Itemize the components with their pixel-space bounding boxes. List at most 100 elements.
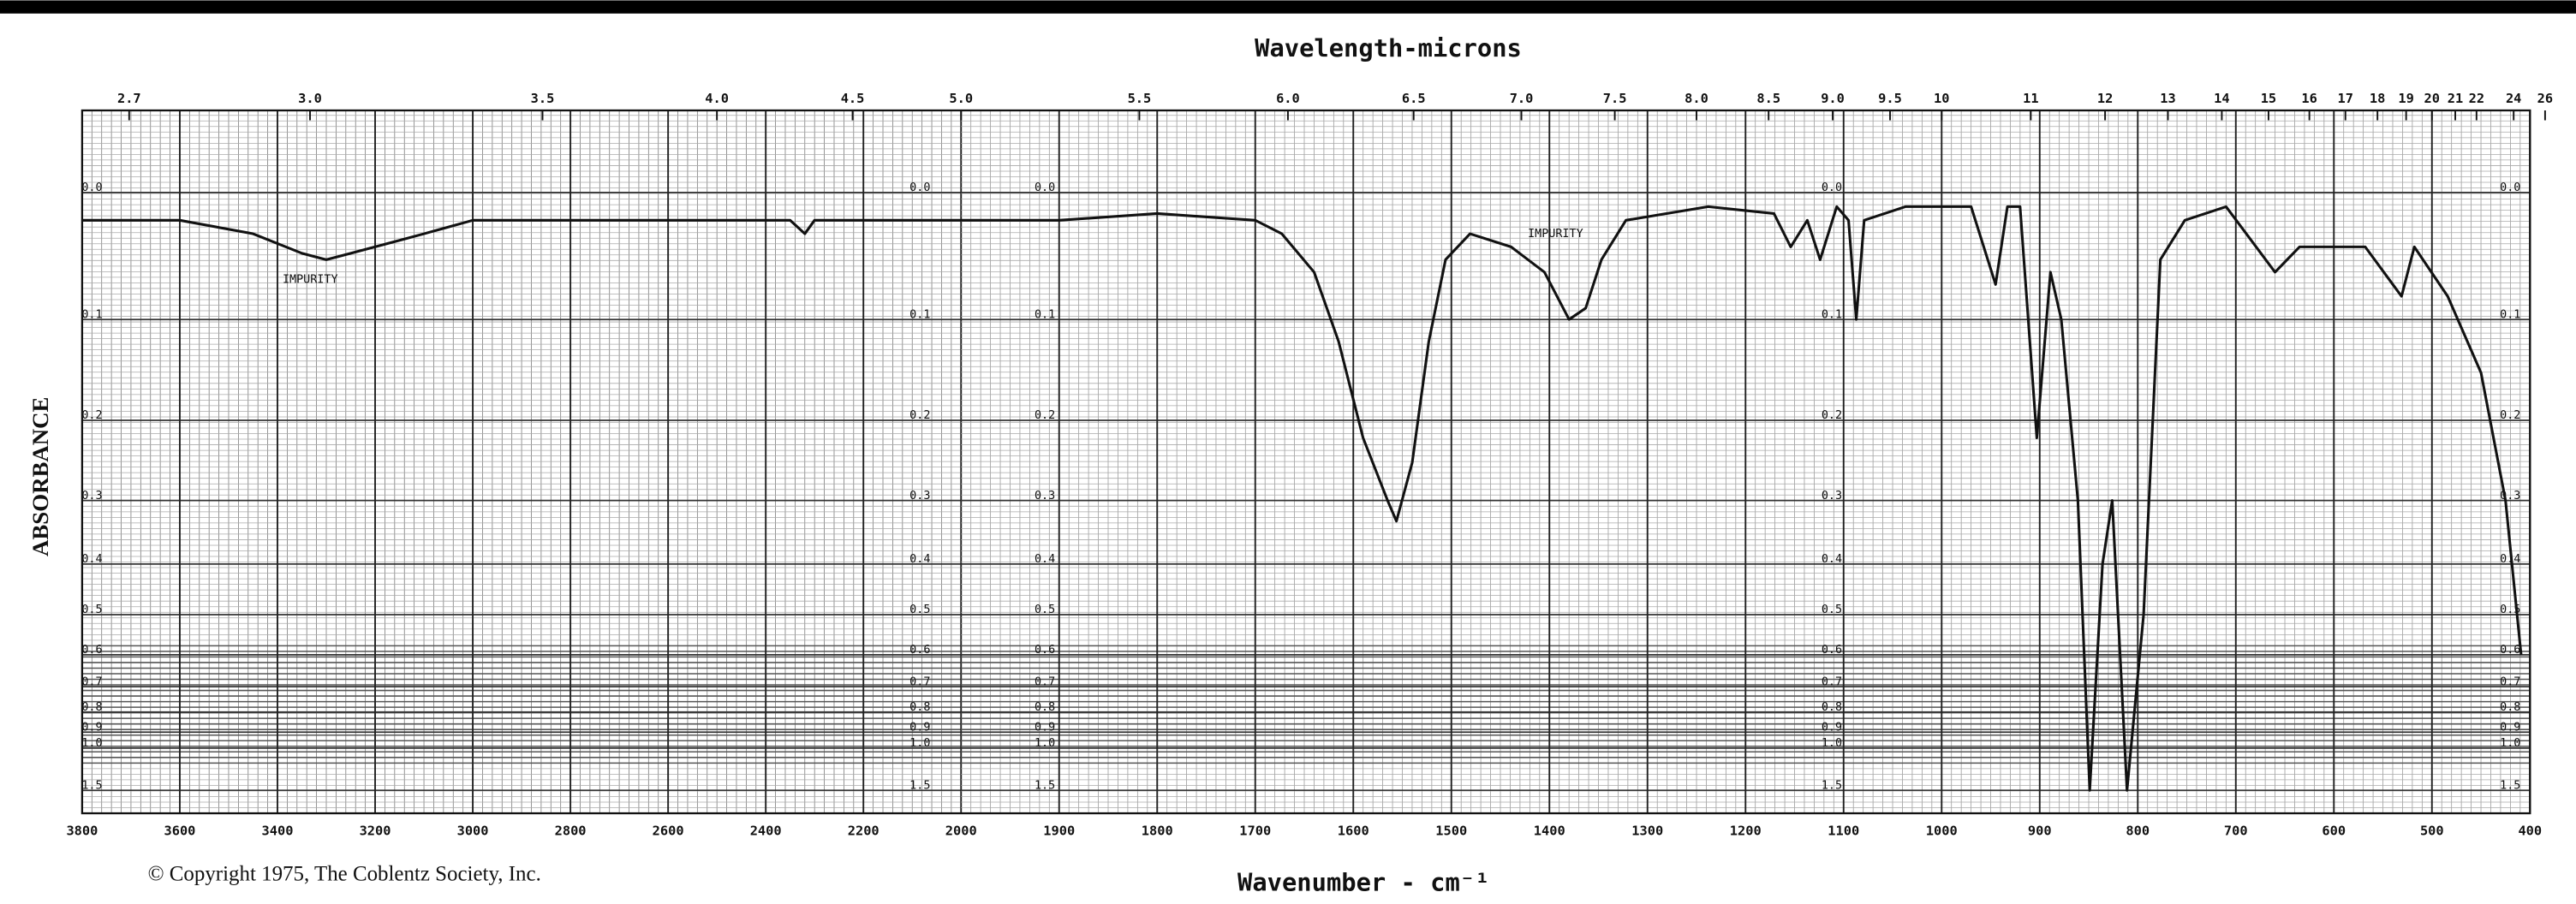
y-tick-label: 0.9 xyxy=(1822,721,1842,734)
x2-tick-label: 4.0 xyxy=(705,91,729,106)
x2-tick-label: 19 xyxy=(2398,91,2413,106)
x2-tick-label: 8.0 xyxy=(1685,91,1708,106)
y-tick-label: 0.7 xyxy=(81,675,102,688)
x2-tick-label: 13 xyxy=(2160,91,2175,106)
y-tick-label: 0.8 xyxy=(81,701,102,714)
y-tick-label: 0.3 xyxy=(1035,490,1055,503)
y-tick-label: 0.4 xyxy=(1822,553,1842,566)
y-tick-label: 0.6 xyxy=(1822,644,1842,657)
y-tick-label: 0.0 xyxy=(1035,181,1055,194)
y-tick-label: 0.6 xyxy=(909,644,930,657)
y-tick-label: 0.9 xyxy=(1035,721,1055,734)
x-tick-label: 400 xyxy=(2518,824,2542,839)
x2-tick-label: 15 xyxy=(2261,91,2276,106)
copyright: © Copyright 1975, The Coblentz Society, … xyxy=(148,863,541,886)
x-tick-label: 2200 xyxy=(848,824,880,839)
x2-tick-label: 9.5 xyxy=(1878,91,1902,106)
x2-tick-label: 4.5 xyxy=(841,91,865,106)
x-tick-label: 3800 xyxy=(66,824,98,839)
y-tick-label: 0.4 xyxy=(909,553,930,566)
x2-tick-label: 7.0 xyxy=(1510,91,1534,106)
y-tick-label: 0.8 xyxy=(909,701,930,714)
x-tick-label: 800 xyxy=(2126,824,2150,839)
y-tick-label: 0.3 xyxy=(81,490,102,503)
y-tick-label: 0.5 xyxy=(909,604,930,616)
x2-tick-label: 5.5 xyxy=(1128,91,1152,106)
annotation: IMPURITY xyxy=(1528,228,1583,241)
x2-tick-label: 24 xyxy=(2506,91,2521,106)
x2-tick-label: 7.5 xyxy=(1603,91,1627,106)
y-tick-label: 0.0 xyxy=(2500,181,2520,194)
x2-tick-label: 20 xyxy=(2424,91,2440,106)
x2-tick-label: 26 xyxy=(2537,91,2553,106)
x2-tick-label: 2.7 xyxy=(117,91,141,106)
x2-tick-label: 6.5 xyxy=(1402,91,1426,106)
x2-tick-label: 16 xyxy=(2301,91,2317,106)
x-tick-label: 1700 xyxy=(1239,824,1271,839)
y-tick-label: 0.2 xyxy=(909,409,930,422)
y-tick-label: 0.9 xyxy=(909,721,930,734)
x-tick-label: 1300 xyxy=(1631,824,1663,839)
y-tick-label: 0.1 xyxy=(81,308,102,321)
x-tick-label: 2400 xyxy=(750,824,782,839)
y-tick-label: 1.5 xyxy=(1822,779,1842,792)
y-tick-label: 0.4 xyxy=(81,553,102,566)
x-tick-label: 1000 xyxy=(1926,824,1958,839)
y-tick-label: 0.0 xyxy=(909,181,930,194)
x-tick-label: 1900 xyxy=(1043,824,1075,839)
y-tick-label: 0.1 xyxy=(1822,308,1842,321)
x2-tick-label: 3.0 xyxy=(298,91,322,106)
y-tick-label: 0.2 xyxy=(1035,409,1055,422)
y-tick-label: 0.6 xyxy=(2500,644,2520,657)
x-tick-label: 2000 xyxy=(945,824,977,839)
x-tick-label: 1800 xyxy=(1142,824,1173,839)
x-tick-label: 600 xyxy=(2322,824,2346,839)
x2-tick-label: 17 xyxy=(2338,91,2353,106)
x-tick-label: 900 xyxy=(2028,824,2052,839)
x2-tick-label: 8.5 xyxy=(1756,91,1780,106)
top-edge xyxy=(0,0,2576,14)
y-axis-label: ABSORBANCE xyxy=(27,397,53,556)
y-tick-label: 0.0 xyxy=(1822,181,1842,194)
y-tick-label: 1.5 xyxy=(1035,779,1055,792)
y-tick-label: 1.0 xyxy=(1822,737,1842,750)
x2-tick-label: 14 xyxy=(2214,91,2229,106)
x-tick-label: 1500 xyxy=(1435,824,1467,839)
frame xyxy=(80,109,2531,815)
top-axis-label: Wavelength-microns xyxy=(1255,33,1522,62)
x2-tick-label: 11 xyxy=(2023,91,2038,106)
y-tick-label: 0.7 xyxy=(2500,675,2520,688)
x2-tick-label: 10 xyxy=(1934,91,1949,106)
x2-tick-label: 21 xyxy=(2448,91,2463,106)
y-tick-label: 0.6 xyxy=(81,644,102,657)
x-tick-label: 1400 xyxy=(1534,824,1565,839)
x-tick-label: 3200 xyxy=(360,824,391,839)
y-tick-label: 0.1 xyxy=(2500,308,2520,321)
x-tick-label: 3600 xyxy=(164,824,195,839)
y-tick-label: 0.2 xyxy=(1822,409,1842,422)
y-tick-label: 0.5 xyxy=(1822,604,1842,616)
x2-tick-label: 6.0 xyxy=(1276,91,1300,106)
x-tick-label: 500 xyxy=(2420,824,2444,839)
y-tick-label: 1.0 xyxy=(909,737,930,750)
x-tick-label: 2600 xyxy=(653,824,684,839)
y-tick-label: 1.0 xyxy=(2500,737,2520,750)
y-tick-label: 0.2 xyxy=(2500,409,2520,422)
y-tick-label: 1.0 xyxy=(1035,737,1055,750)
y-tick-label: 0.4 xyxy=(1035,553,1055,566)
x-tick-label: 1600 xyxy=(1338,824,1369,839)
grid xyxy=(80,110,2531,814)
y-tick-label: 0.7 xyxy=(1822,675,1842,688)
x-tick-label: 700 xyxy=(2224,824,2248,839)
y-tick-label: 0.5 xyxy=(1035,604,1055,616)
x-tick-label: 2800 xyxy=(555,824,587,839)
x2-tick-label: 12 xyxy=(2097,91,2113,106)
y-tick-label: 0.1 xyxy=(909,308,930,321)
spectrum-line xyxy=(961,205,2523,792)
y-tick-label: 0.2 xyxy=(81,409,102,422)
x-axis-label: Wavenumber - cm⁻¹ xyxy=(1237,868,1489,897)
x2-tick-label: 3.5 xyxy=(531,91,555,106)
annotation: IMPURITY xyxy=(283,274,338,287)
